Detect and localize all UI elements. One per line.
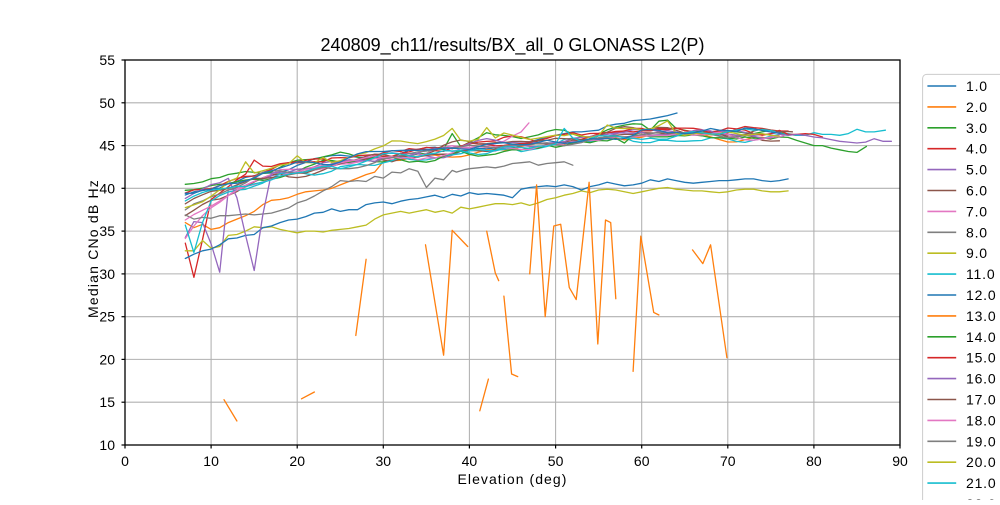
svg-text:19.0: 19.0	[966, 433, 996, 449]
svg-text:9.0: 9.0	[966, 245, 988, 261]
svg-text:8.0: 8.0	[966, 224, 988, 240]
svg-text:12.0: 12.0	[966, 287, 996, 303]
svg-text:55: 55	[99, 52, 115, 68]
svg-text:240809_ch11/results/BX_all_0 G: 240809_ch11/results/BX_all_0 GLONASS L2(…	[321, 35, 705, 56]
svg-text:1.0: 1.0	[966, 78, 988, 94]
svg-text:30: 30	[376, 453, 392, 469]
svg-text:17.0: 17.0	[966, 392, 996, 408]
svg-text:6.0: 6.0	[966, 183, 988, 199]
svg-text:15.0: 15.0	[966, 350, 996, 366]
svg-text:Median CNo dB Hz: Median CNo dB Hz	[85, 179, 101, 318]
svg-text:20: 20	[99, 351, 115, 367]
svg-text:7.0: 7.0	[966, 203, 988, 219]
svg-text:13.0: 13.0	[966, 308, 996, 324]
svg-text:20: 20	[289, 453, 305, 469]
svg-text:25: 25	[99, 309, 115, 325]
svg-text:50: 50	[548, 453, 564, 469]
svg-text:90: 90	[892, 453, 908, 469]
svg-text:15: 15	[99, 394, 115, 410]
svg-text:10: 10	[203, 453, 219, 469]
svg-text:70: 70	[720, 453, 736, 469]
svg-text:14.0: 14.0	[966, 329, 996, 345]
svg-text:20.0: 20.0	[966, 454, 996, 470]
svg-text:0: 0	[121, 453, 129, 469]
svg-text:3.0: 3.0	[966, 120, 988, 136]
svg-text:22.0: 22.0	[966, 496, 996, 500]
svg-text:60: 60	[634, 453, 650, 469]
svg-text:Elevation (deg): Elevation (deg)	[458, 471, 568, 487]
svg-text:45: 45	[99, 138, 115, 154]
svg-text:11.0: 11.0	[966, 266, 995, 282]
svg-text:5.0: 5.0	[966, 162, 988, 178]
svg-text:16.0: 16.0	[966, 371, 996, 387]
svg-text:40: 40	[462, 453, 478, 469]
svg-text:18.0: 18.0	[966, 412, 996, 428]
svg-text:50: 50	[99, 95, 115, 111]
svg-text:35: 35	[99, 223, 115, 239]
svg-text:80: 80	[806, 453, 822, 469]
svg-text:4.0: 4.0	[966, 141, 988, 157]
svg-text:21.0: 21.0	[966, 475, 996, 491]
svg-text:2.0: 2.0	[966, 99, 988, 115]
svg-text:40: 40	[99, 180, 115, 196]
svg-text:30: 30	[99, 266, 115, 282]
svg-text:10: 10	[99, 437, 115, 453]
